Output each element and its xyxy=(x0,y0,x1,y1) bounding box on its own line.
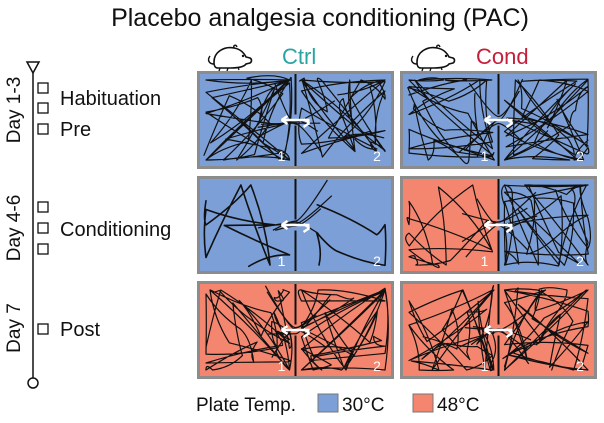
chamber-label-1: 1 xyxy=(278,148,286,164)
figure-title: Placebo analgesia conditioning (PAC) xyxy=(111,4,529,32)
phase-label-pre: Pre xyxy=(60,119,91,141)
mouse-icon xyxy=(207,44,253,72)
timeline-end-circle xyxy=(27,377,39,389)
group-label-cond: Cond xyxy=(476,44,529,69)
day-label-1-3: Day 1-3 xyxy=(4,77,25,144)
chamber-label-1: 1 xyxy=(481,253,489,269)
chamber-label-2: 2 xyxy=(576,358,584,374)
legend-title: Plate Temp. xyxy=(196,395,296,416)
phase-label-habituation: Habituation xyxy=(60,88,161,110)
group-header-ctrl: Ctrl xyxy=(207,44,316,72)
phase-label-post: Post xyxy=(60,319,100,341)
arena-grid: 1 2 1 21 2 1 21 2 1 2 xyxy=(197,71,597,379)
chamber-label-2: 2 xyxy=(373,253,381,269)
chamber-label-1: 1 xyxy=(481,148,489,164)
chamber-label-1: 1 xyxy=(278,253,286,269)
chamber-label-2: 2 xyxy=(576,148,584,164)
chamber-label-1: 1 xyxy=(278,358,286,374)
group-header-cond: Cond xyxy=(410,44,529,72)
legend-label-48: 48°C xyxy=(437,395,479,416)
legend-label-30: 30°C xyxy=(342,395,384,416)
legend-swatch-30 xyxy=(317,393,339,413)
chamber-label-2: 2 xyxy=(373,358,381,374)
legend-swatch-48 xyxy=(412,393,434,413)
timeline-start-triangle xyxy=(25,61,41,75)
phase-label-conditioning: Conditioning xyxy=(60,219,171,241)
group-label-ctrl: Ctrl xyxy=(282,44,316,69)
chamber-2-floor xyxy=(295,179,391,271)
day-label-4-6: Day 4-6 xyxy=(4,195,25,262)
day-boxes xyxy=(37,82,49,335)
chamber-label-1: 1 xyxy=(481,358,489,374)
chamber-1-floor xyxy=(200,284,296,376)
legend: Plate Temp. 30°C 48°C xyxy=(196,393,479,416)
mouse-icon xyxy=(410,44,456,72)
chamber-label-2: 2 xyxy=(373,148,381,164)
day-label-7: Day 7 xyxy=(4,303,25,353)
timeline: Day 1-3 Day 4-6 Day 7 Habituation Pre Co… xyxy=(4,61,171,389)
chamber-label-2: 2 xyxy=(576,253,584,269)
